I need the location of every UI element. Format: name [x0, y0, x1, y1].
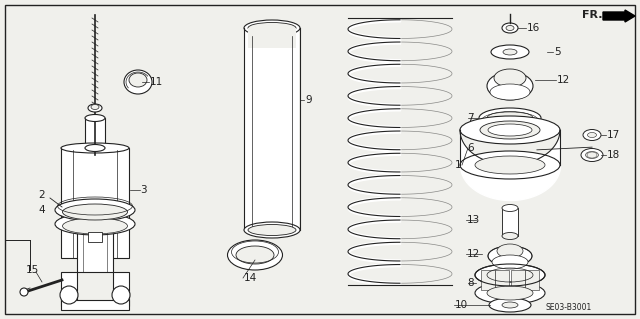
Ellipse shape — [460, 151, 560, 179]
Bar — [61, 272, 77, 306]
Text: 3: 3 — [140, 185, 147, 195]
Bar — [495, 270, 509, 290]
Bar — [481, 270, 495, 290]
Ellipse shape — [63, 204, 127, 220]
Bar — [77, 225, 113, 272]
Text: 2: 2 — [38, 190, 45, 200]
Ellipse shape — [63, 218, 127, 234]
Ellipse shape — [124, 70, 152, 94]
Ellipse shape — [227, 240, 282, 270]
Text: 18: 18 — [607, 150, 620, 160]
Text: 11: 11 — [150, 77, 163, 87]
Text: SE03-B3001: SE03-B3001 — [545, 303, 591, 312]
Bar — [113, 272, 129, 306]
Ellipse shape — [479, 108, 541, 128]
Ellipse shape — [586, 152, 598, 159]
Ellipse shape — [491, 45, 529, 59]
Ellipse shape — [61, 143, 129, 153]
Text: 8: 8 — [467, 278, 474, 288]
Circle shape — [112, 286, 130, 304]
Text: 16: 16 — [527, 23, 540, 33]
Ellipse shape — [503, 49, 517, 55]
Ellipse shape — [489, 298, 531, 312]
Ellipse shape — [502, 302, 518, 308]
Ellipse shape — [488, 124, 532, 136]
Bar — [245, 28, 299, 230]
Ellipse shape — [460, 116, 560, 144]
FancyArrow shape — [603, 10, 635, 22]
Text: 6: 6 — [467, 143, 474, 153]
Ellipse shape — [494, 69, 526, 87]
Text: FR.: FR. — [582, 10, 602, 20]
Text: 17: 17 — [607, 130, 620, 140]
Bar — [511, 270, 525, 290]
Ellipse shape — [502, 233, 518, 240]
Text: 12: 12 — [467, 249, 480, 259]
Ellipse shape — [581, 149, 603, 161]
Ellipse shape — [244, 222, 300, 238]
Circle shape — [20, 288, 28, 296]
Ellipse shape — [583, 130, 601, 140]
Ellipse shape — [236, 246, 274, 264]
Ellipse shape — [88, 104, 102, 112]
Bar — [88, 232, 102, 242]
Text: 14: 14 — [244, 273, 257, 283]
Ellipse shape — [487, 286, 533, 300]
Circle shape — [60, 286, 78, 304]
Bar — [248, 28, 296, 48]
Ellipse shape — [91, 105, 99, 109]
Text: 13: 13 — [467, 215, 480, 225]
Ellipse shape — [480, 121, 540, 139]
Ellipse shape — [475, 156, 545, 174]
Text: 4: 4 — [38, 205, 45, 215]
Ellipse shape — [475, 264, 545, 286]
Text: 1: 1 — [455, 160, 461, 170]
Bar — [85, 118, 105, 148]
Ellipse shape — [488, 246, 532, 266]
Ellipse shape — [85, 145, 105, 152]
Bar — [61, 148, 129, 258]
Ellipse shape — [502, 23, 518, 33]
Text: 7: 7 — [467, 113, 474, 123]
Ellipse shape — [475, 282, 545, 304]
Bar — [525, 270, 539, 290]
Ellipse shape — [55, 213, 135, 235]
Ellipse shape — [85, 115, 105, 122]
Text: 15: 15 — [26, 265, 39, 275]
Text: 10: 10 — [455, 300, 468, 310]
Text: 9: 9 — [305, 95, 312, 105]
Text: 12: 12 — [557, 75, 570, 85]
Ellipse shape — [248, 23, 296, 33]
Ellipse shape — [55, 199, 135, 221]
Bar — [502, 208, 518, 236]
Text: 5: 5 — [554, 47, 561, 57]
Ellipse shape — [502, 204, 518, 211]
Bar — [61, 300, 129, 310]
Ellipse shape — [244, 20, 300, 36]
Ellipse shape — [248, 225, 296, 235]
Ellipse shape — [487, 72, 533, 100]
Ellipse shape — [497, 244, 523, 258]
Ellipse shape — [129, 73, 147, 87]
Ellipse shape — [506, 26, 514, 31]
Ellipse shape — [492, 255, 528, 269]
Ellipse shape — [487, 112, 533, 124]
Ellipse shape — [588, 132, 596, 137]
Ellipse shape — [490, 84, 530, 100]
